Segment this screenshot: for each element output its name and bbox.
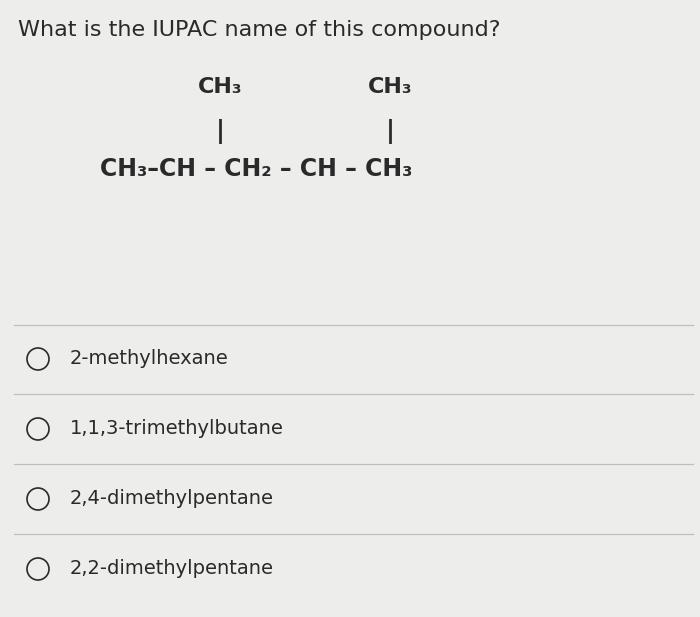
Text: 2,2-dimethylpentane: 2,2-dimethylpentane [70,560,274,579]
Text: CH₃–CH – CH₂ – CH – CH₃: CH₃–CH – CH₂ – CH – CH₃ [100,157,412,181]
Text: 2-methylhexane: 2-methylhexane [70,349,229,368]
Text: 2,4-dimethylpentane: 2,4-dimethylpentane [70,489,274,508]
Text: |: | [386,119,395,144]
Text: What is the IUPAC name of this compound?: What is the IUPAC name of this compound? [18,20,500,40]
Text: CH₃: CH₃ [197,77,242,97]
Text: |: | [216,119,225,144]
Text: CH₃: CH₃ [368,77,412,97]
Text: 1,1,3-trimethylbutane: 1,1,3-trimethylbutane [70,420,284,439]
